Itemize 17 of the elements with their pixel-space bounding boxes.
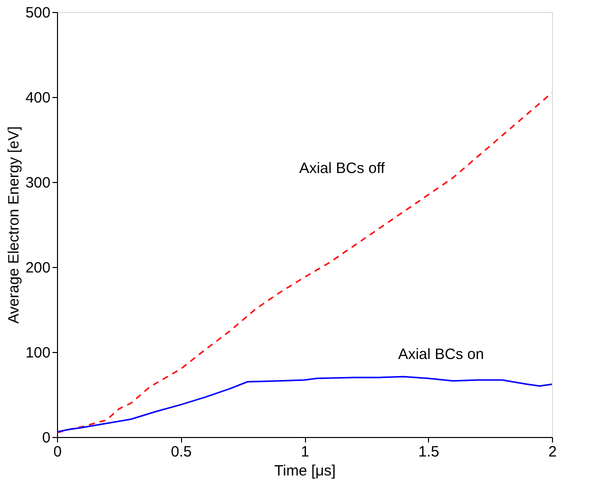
line-series xyxy=(57,92,552,434)
x-tick-label: 0.5 xyxy=(170,444,192,460)
y-tick-label: 100 xyxy=(25,344,50,362)
y-tick-label: 0 xyxy=(42,430,50,446)
x-tick-label: 1 xyxy=(300,444,310,460)
y-tick-label: 200 xyxy=(25,260,50,276)
y-tick-label: 300 xyxy=(25,174,50,192)
line-series xyxy=(57,376,552,433)
y-tick-label: 400 xyxy=(25,90,50,106)
y-axis-title: Average Electron Energy [eV] xyxy=(5,126,22,324)
x-tick-label: 2 xyxy=(548,444,557,460)
annotation: Axial BCs on xyxy=(398,346,484,363)
annotation: Axial BCs off xyxy=(299,160,386,177)
y-tick-label: 500 xyxy=(25,4,50,22)
x-tick-label: 0 xyxy=(53,444,62,460)
x-tick-label: 1.5 xyxy=(418,444,440,460)
x-axis-title: Time [μs] xyxy=(274,462,336,480)
